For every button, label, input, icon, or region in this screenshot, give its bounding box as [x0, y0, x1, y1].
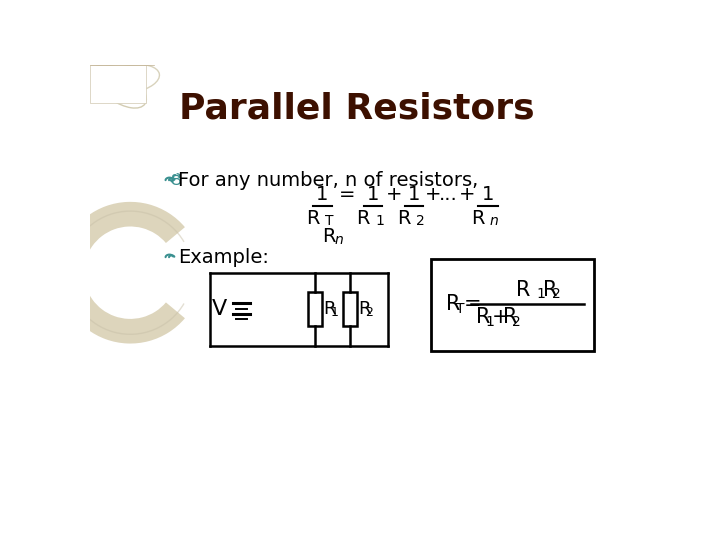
Text: R: R: [476, 307, 490, 327]
Bar: [90, 65, 145, 103]
Text: 1: 1: [316, 185, 329, 205]
Text: 2: 2: [416, 214, 425, 228]
Text: R: R: [503, 307, 518, 327]
Bar: [343, 292, 356, 326]
Text: ...: ...: [438, 185, 457, 205]
Text: +: +: [425, 185, 441, 205]
Text: 1: 1: [408, 185, 420, 205]
Text: R: R: [516, 280, 530, 300]
Text: Example:: Example:: [179, 248, 269, 267]
Text: R: R: [358, 300, 371, 318]
Text: +: +: [459, 185, 475, 205]
Text: R: R: [397, 208, 411, 227]
Text: R: R: [322, 227, 336, 246]
Text: n: n: [490, 214, 499, 228]
Text: ∞: ∞: [168, 173, 180, 188]
Text: =: =: [339, 185, 356, 205]
Text: n: n: [334, 233, 343, 247]
Text: R: R: [323, 300, 336, 318]
Text: 1: 1: [536, 287, 545, 301]
Text: R: R: [306, 208, 320, 227]
Text: T: T: [456, 302, 464, 316]
Text: For any number, n of resistors,: For any number, n of resistors,: [179, 171, 479, 190]
Text: 2: 2: [513, 315, 521, 329]
Text: R: R: [356, 208, 370, 227]
Text: 1: 1: [366, 185, 379, 205]
Text: +: +: [492, 307, 509, 327]
Text: 2: 2: [552, 287, 561, 301]
Text: R: R: [543, 280, 557, 300]
Text: V: V: [212, 299, 228, 319]
Text: Parallel Resistors: Parallel Resistors: [179, 92, 535, 126]
Text: R: R: [446, 294, 461, 314]
Bar: [431, 259, 594, 351]
Text: T: T: [325, 214, 333, 228]
Text: =: =: [464, 294, 481, 314]
Text: 1: 1: [375, 214, 384, 228]
Text: Ȣ: Ȣ: [170, 173, 181, 188]
Text: R: R: [471, 208, 485, 227]
Bar: [307, 292, 322, 326]
Text: +: +: [387, 185, 402, 205]
Text: 1: 1: [482, 185, 494, 205]
Text: 1: 1: [330, 306, 338, 319]
Text: ↶: ↶: [168, 171, 181, 190]
Text: 2: 2: [365, 306, 373, 319]
Text: 1: 1: [485, 315, 494, 329]
Wedge shape: [59, 202, 185, 343]
